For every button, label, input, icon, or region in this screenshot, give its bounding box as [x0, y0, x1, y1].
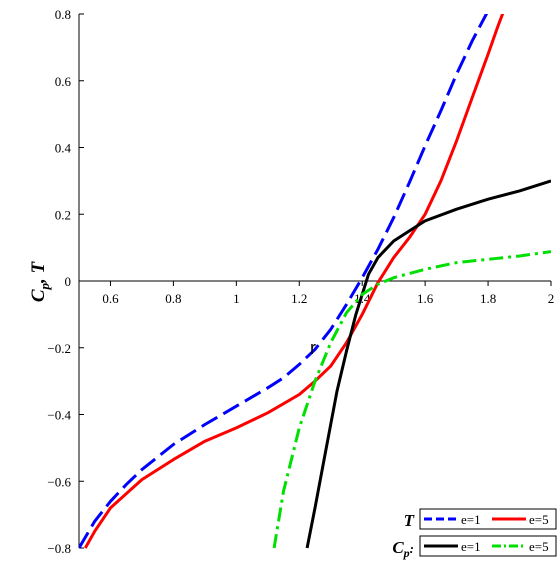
x-tick-label: 1.8 — [480, 291, 496, 306]
series-group — [79, 14, 551, 549]
y-ticks: 0.8 0.6 0.4 0.2 0 −0.2 −0.4 −0.6 −0.8 — [47, 7, 84, 556]
legend-title-0: T — [404, 511, 415, 530]
y-axis-label-rest: , T — [28, 260, 49, 284]
y-tick-label: −0.8 — [47, 541, 71, 556]
legend-box-cp — [419, 535, 557, 557]
y-tick-label: −0.2 — [47, 341, 71, 356]
y-tick-label: −0.4 — [47, 408, 71, 423]
axes — [78, 14, 551, 548]
x-tick-label: 1.2 — [291, 291, 307, 306]
x-tick-label: 2 — [548, 291, 555, 306]
legend-label-2: e=1 — [461, 539, 481, 554]
y-tick-label: 0.4 — [55, 141, 72, 156]
y-tick-label: −0.6 — [47, 474, 71, 489]
y-tick-label: 0.8 — [55, 7, 71, 22]
x-tick-label: 1.6 — [417, 291, 434, 306]
series-line-3 — [272, 250, 551, 549]
legend-label-3: e=5 — [529, 539, 549, 554]
y-axis-label: Cp, T — [28, 260, 52, 302]
series-line-2 — [305, 179, 551, 549]
y-tick-label: 0.2 — [55, 207, 71, 222]
y-axis-label-c: C — [28, 289, 49, 302]
legend-title-1: Cp: — [392, 538, 414, 560]
x-axis-label: r — [310, 338, 316, 358]
y-axis-label-sub: p — [37, 282, 52, 290]
y-tick-label: 0.6 — [55, 74, 72, 89]
legend-label-1: e=5 — [529, 512, 549, 527]
series-line-1 — [83, 14, 505, 549]
legend-label-0: e=1 — [461, 512, 481, 527]
x-ticks: 0.6 0.8 1 1.2 1.4 1.6 1.8 2 — [102, 281, 554, 306]
x-tick-label: 0.8 — [165, 291, 181, 306]
x-tick-label: 1 — [233, 291, 240, 306]
series-line-0 — [79, 14, 489, 549]
legend-box-t — [419, 508, 557, 530]
y-tick-label: 0 — [65, 274, 72, 289]
x-tick-label: 0.6 — [102, 291, 119, 306]
